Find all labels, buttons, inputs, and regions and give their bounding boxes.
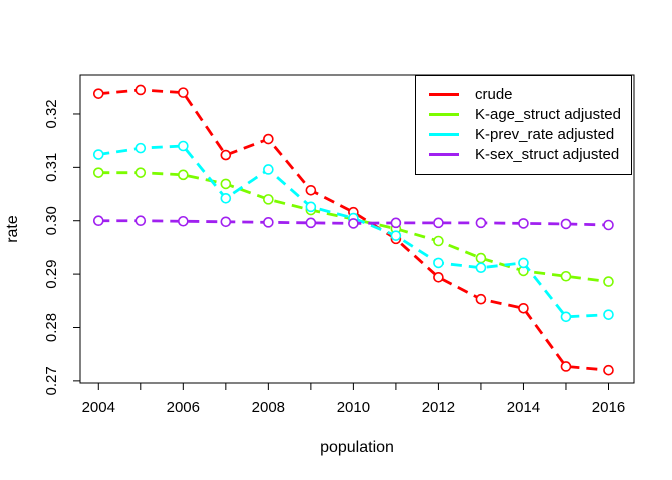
data-point [390, 230, 402, 241]
data-point [475, 262, 487, 274]
data-point [92, 88, 104, 99]
y-tick-label: 0.29 [43, 260, 60, 289]
data-point [220, 149, 232, 161]
data-point [518, 302, 529, 314]
data-point [263, 133, 274, 145]
y-tick-label: 0.32 [43, 99, 60, 128]
data-point [220, 178, 232, 190]
data-point [348, 218, 359, 229]
data-point [92, 167, 104, 178]
data-point [560, 361, 572, 372]
data-point [433, 217, 444, 229]
data-point [603, 364, 614, 376]
data-point [603, 309, 614, 320]
data-point [135, 215, 147, 227]
data-point [518, 218, 529, 229]
data-point [220, 216, 232, 228]
data-point [433, 257, 444, 269]
x-tick-label: 2012 [422, 399, 455, 416]
legend-line-swatch [429, 112, 459, 116]
legend-item-prev-rate: K-prev_rate adjusted [416, 124, 631, 144]
x-tick-label: 2004 [82, 399, 115, 416]
data-point [475, 217, 487, 229]
data-point [475, 252, 487, 264]
legend-label: K-prev_rate adjusted [475, 125, 615, 143]
data-point [220, 193, 232, 204]
data-point [305, 184, 317, 196]
legend-item-age-struct: K-age_struct adjusted [416, 104, 631, 124]
data-point [603, 276, 614, 287]
legend-label: crude [475, 85, 513, 103]
data-point [135, 84, 147, 96]
data-point [135, 167, 147, 178]
x-tick-label: 2006 [167, 399, 200, 416]
data-point [518, 257, 529, 269]
plot-box [79, 74, 635, 384]
data-point [433, 272, 444, 283]
x-axis-label: population [320, 439, 394, 456]
data-point [263, 164, 274, 175]
data-point [178, 215, 189, 227]
legend-item-sex-struct: K-sex_struct adjusted [416, 144, 631, 164]
y-tick-label: 0.30 [43, 206, 60, 235]
legend-line-swatch [429, 92, 459, 96]
legend: crude K-age_struct adjusted K-prev_rate … [415, 75, 632, 175]
x-tick-label: 2010 [337, 399, 370, 416]
data-point [305, 217, 317, 229]
legend-label: K-age_struct adjusted [475, 105, 621, 123]
data-point [92, 149, 104, 160]
data-point [560, 218, 572, 230]
legend-line-swatch [429, 132, 459, 136]
y-axis-label: rate [4, 215, 21, 243]
data-point [92, 215, 104, 227]
data-point [178, 140, 189, 152]
y-tick-label: 0.27 [43, 366, 60, 395]
data-point [603, 219, 614, 231]
data-point [135, 142, 147, 154]
y-tick-label: 0.28 [43, 313, 60, 342]
data-point [263, 194, 274, 205]
data-point [433, 235, 444, 247]
data-point [560, 311, 572, 323]
x-tick-label: 2016 [592, 399, 625, 416]
data-point [475, 293, 487, 305]
y-tick-label: 0.31 [43, 153, 60, 182]
x-tick-label: 2014 [507, 399, 540, 416]
data-point [560, 270, 572, 282]
data-point [305, 201, 317, 213]
legend-line-swatch [429, 152, 459, 156]
data-point [390, 217, 402, 229]
data-point [263, 217, 274, 228]
legend-item-crude: crude [416, 84, 631, 104]
legend-label: K-sex_struct adjusted [475, 145, 620, 163]
x-tick-label: 2008 [252, 399, 285, 416]
data-point [178, 169, 189, 181]
data-point [178, 87, 189, 98]
